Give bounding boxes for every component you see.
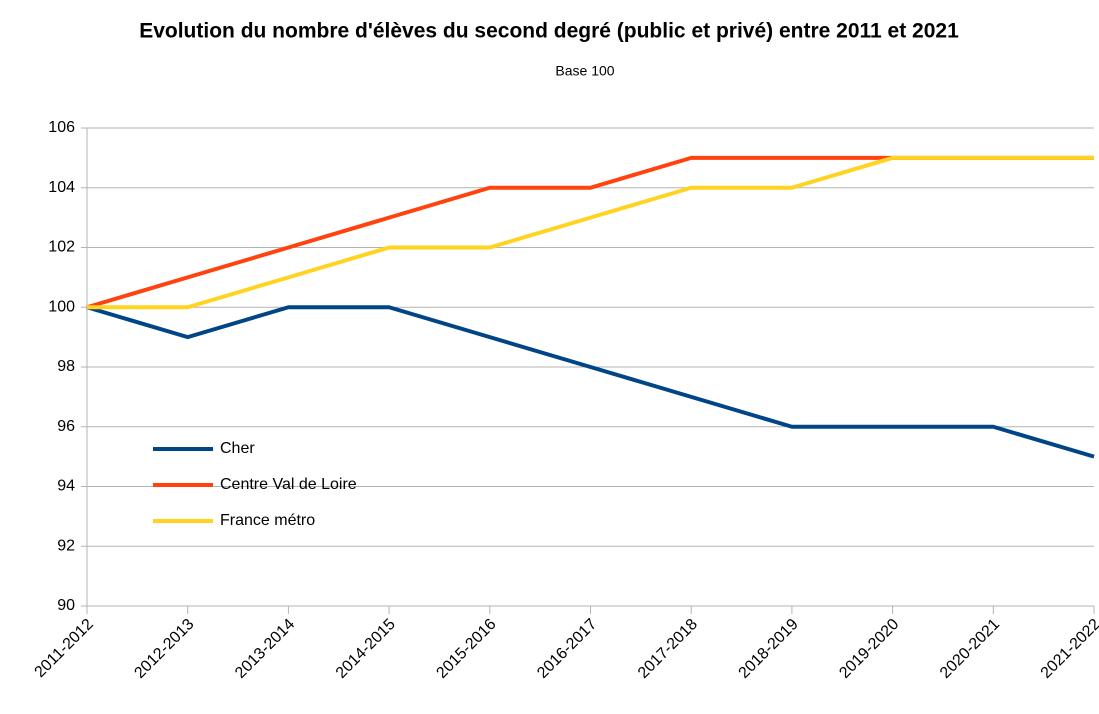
x-tick-label: 2015-2016: [433, 616, 499, 682]
chart-title: Evolution du nombre d'élèves du second d…: [139, 20, 959, 43]
x-tick-label: 2020-2021: [937, 616, 1003, 682]
y-tick-label: 98: [57, 358, 75, 375]
x-tick-label: 2018-2019: [736, 616, 802, 682]
y-tick-label: 104: [48, 179, 75, 196]
y-tick-label: 94: [57, 478, 75, 495]
y-tick-label: 106: [48, 119, 75, 136]
series-line: [86, 155, 1094, 310]
x-tick-label: 2014-2015: [333, 616, 399, 682]
x-tick-label: 2017-2018: [635, 616, 701, 682]
legend-label: France métro: [220, 512, 315, 529]
legend-label: Cher: [220, 440, 255, 457]
legend-label: Centre Val de Loire: [220, 476, 357, 493]
x-tick-label: 2016-2017: [534, 616, 600, 682]
y-tick-label: 96: [57, 418, 75, 435]
y-tick-label: 102: [48, 239, 75, 256]
x-tick-label: 2019-2020: [836, 616, 902, 682]
chart-subtitle: Base 100: [555, 63, 614, 79]
x-tick-label: 2021-2022: [1038, 616, 1099, 682]
y-tick-label: 92: [57, 537, 75, 554]
x-tick-label: 2012-2013: [131, 616, 197, 682]
x-tick-label: 2013-2014: [232, 616, 298, 682]
x-tick-label: 2011-2012: [32, 616, 97, 681]
y-tick-label: 100: [48, 298, 75, 315]
series-line: [86, 305, 1095, 459]
series-line: [87, 155, 1094, 310]
y-tick-label: 90: [57, 597, 75, 614]
